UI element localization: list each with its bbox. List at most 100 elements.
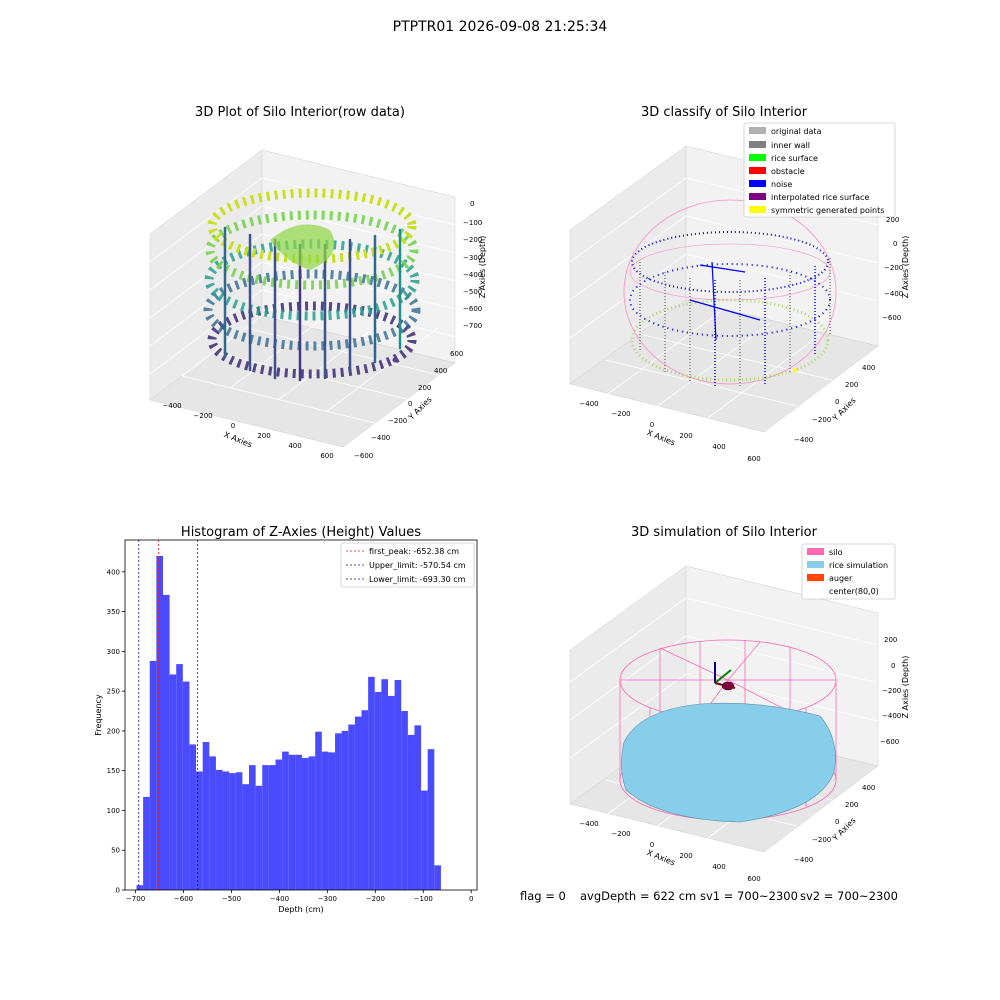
histogram-bar (202, 742, 210, 890)
histogram-bar (176, 664, 183, 890)
simulation-ticks: −400 −200 0 200 400 600 400 200 0 −200 −… (579, 636, 901, 883)
y-tick-label: 200 (107, 727, 120, 735)
raw-y-label: Y Axies (406, 395, 434, 423)
svg-text:−100: −100 (463, 219, 482, 227)
x-tick-label: −300 (318, 895, 337, 903)
histogram-bar (301, 757, 309, 890)
svg-text:−400: −400 (794, 436, 813, 444)
svg-text:200: 200 (679, 432, 692, 440)
histogram-bar (182, 681, 190, 890)
histogram-bar (414, 725, 422, 890)
svg-text:0: 0 (470, 200, 474, 208)
svg-text:−400: −400 (463, 271, 482, 279)
svg-text:400: 400 (862, 364, 875, 372)
raw-x-label: X Axies (223, 430, 254, 449)
histogram-bar (328, 752, 336, 890)
svg-text:−200: −200 (388, 417, 407, 425)
y-tick-label: 150 (107, 767, 120, 775)
legend-label: symmetric generated points (771, 206, 884, 215)
legend-label: rice surface (771, 154, 818, 163)
status-avg-depth: avgDepth = 622 cm (580, 889, 696, 903)
svg-text:600: 600 (747, 875, 760, 883)
legend-label: first_peak: -652.38 cm (369, 547, 459, 556)
svg-text:−600: −600 (354, 452, 373, 460)
svg-text:400: 400 (862, 784, 875, 792)
svg-text:−400: −400 (579, 400, 598, 408)
histogram-bar (361, 710, 369, 890)
legend-label: center(80,0) (829, 587, 879, 596)
histogram-bar (288, 754, 296, 890)
svg-text:600: 600 (450, 350, 463, 358)
histogram-bar (295, 754, 302, 890)
histogram-bar (368, 676, 375, 890)
legend-swatch-obstacle (749, 167, 766, 174)
legend-swatch-original-data (749, 127, 766, 134)
svg-text:0: 0 (835, 818, 839, 826)
svg-text:400: 400 (434, 367, 447, 375)
legend-label: obstacle (771, 167, 805, 176)
histogram-title: Histogram of Z-Axies (Height) Values (181, 525, 421, 540)
svg-text:−500: −500 (463, 288, 482, 296)
histogram-y-label: Frequency (94, 694, 103, 736)
histogram-bar (249, 765, 256, 890)
histogram-y-ticks: 0 50 100 150 200 250 300 350 400 (107, 568, 125, 895)
svg-text:200: 200 (845, 381, 858, 389)
status-line: flag = 0 avgDepth = 622 cm sv1 = 700~230… (520, 889, 898, 903)
raw-scatter-cloud (203, 188, 421, 382)
simulation-3d-panel: 3D simulation of Silo Interior (569, 525, 910, 883)
svg-text:−200: −200 (812, 416, 831, 424)
simulation-x-label: X Axies (646, 848, 677, 867)
y-tick-label: 400 (107, 568, 120, 576)
rice-simulation-surface (621, 702, 836, 823)
legend-swatch-inner-wall (749, 141, 766, 148)
y-tick-label: 0 (116, 887, 120, 895)
status-sv1: sv1 = 700~2300 (700, 889, 798, 903)
status-flag: flag = 0 (520, 889, 566, 903)
classify-scatter (623, 199, 837, 388)
classify-3d-panel: 3D classify of Silo Interior (569, 105, 910, 463)
svg-text:−200: −200 (884, 264, 903, 272)
svg-text:0: 0 (231, 422, 235, 430)
y-tick-label: 350 (107, 608, 120, 616)
legend-label: Lower_limit: -693.30 cm (369, 575, 466, 584)
legend-label: Upper_limit: -570.54 cm (369, 561, 466, 570)
histogram-bar (434, 865, 441, 890)
simulation-panel-title: 3D simulation of Silo Interior (631, 525, 818, 540)
svg-text:−200: −200 (812, 836, 831, 844)
svg-text:−400: −400 (579, 820, 598, 828)
histogram-bar (321, 751, 329, 890)
legend-swatch-auger (807, 574, 824, 581)
histogram-bar (335, 733, 342, 890)
svg-text:600: 600 (747, 455, 760, 463)
histogram-bar (169, 674, 177, 890)
simulation-legend: silo rice simulation auger center(80,0) (801, 543, 896, 600)
legend-label: interpolated rice surface (771, 193, 869, 202)
histogram-bar (149, 660, 157, 890)
histogram-bar (143, 796, 150, 890)
histogram-bar (229, 773, 236, 890)
classify-ticks: −400 −200 0 200 400 600 400 200 0 −200 −… (579, 216, 903, 463)
svg-text:−200: −200 (611, 830, 630, 838)
svg-text:200: 200 (257, 432, 270, 440)
histogram-bar (242, 784, 250, 890)
histogram-bar (348, 724, 355, 890)
x-tick-label: −100 (414, 895, 433, 903)
legend-label: original data (771, 127, 822, 136)
svg-text:400: 400 (712, 443, 725, 451)
legend-swatch-rice-surface (749, 154, 766, 161)
svg-text:−600: −600 (882, 314, 901, 322)
histogram-bar (315, 731, 322, 890)
auger-marker (714, 662, 736, 691)
svg-text:−400: −400 (371, 434, 390, 442)
histogram-bar (136, 885, 144, 890)
raw-ticks: −400 −200 0 200 400 600 600 400 200 0 −2… (162, 200, 482, 460)
legend-swatch-silo (807, 548, 824, 555)
histogram-frame (124, 539, 478, 891)
histogram-bar (282, 751, 289, 890)
x-tick-label: −400 (270, 895, 289, 903)
svg-text:−200: −200 (882, 687, 901, 695)
histogram-x-label: Depth (cm) (278, 905, 323, 914)
histogram-legend: first_peak: -652.38 cm Upper_limit: -570… (340, 542, 475, 588)
x-tick-label: −600 (174, 895, 193, 903)
